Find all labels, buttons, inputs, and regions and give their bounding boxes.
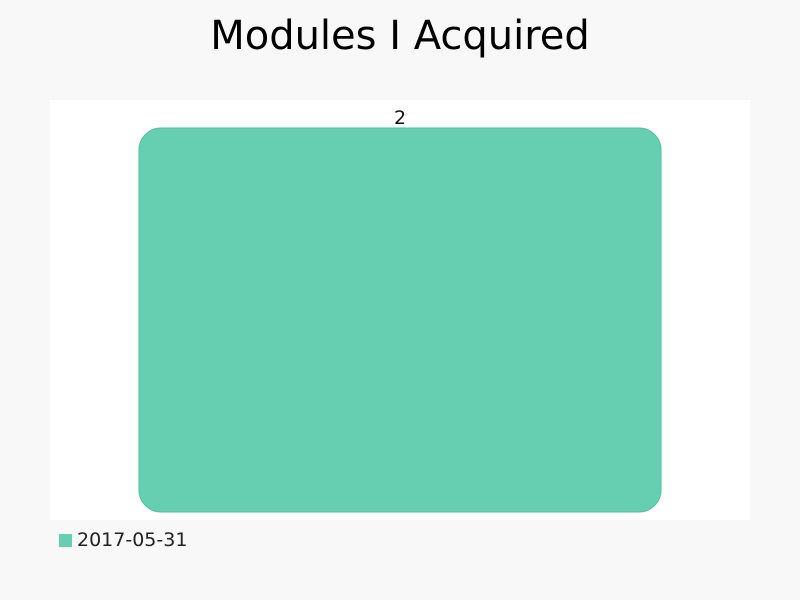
legend: 2017-05-31: [59, 528, 187, 552]
legend-swatch: [59, 533, 72, 547]
data-label: 2: [394, 107, 406, 129]
chart-title: Modules I Acquired: [210, 13, 590, 59]
bar-2017-05-31: [138, 127, 662, 513]
legend-label: 2017-05-31: [77, 529, 188, 551]
data-labels-layer: 2: [394, 107, 406, 129]
bars-layer: [138, 127, 662, 513]
